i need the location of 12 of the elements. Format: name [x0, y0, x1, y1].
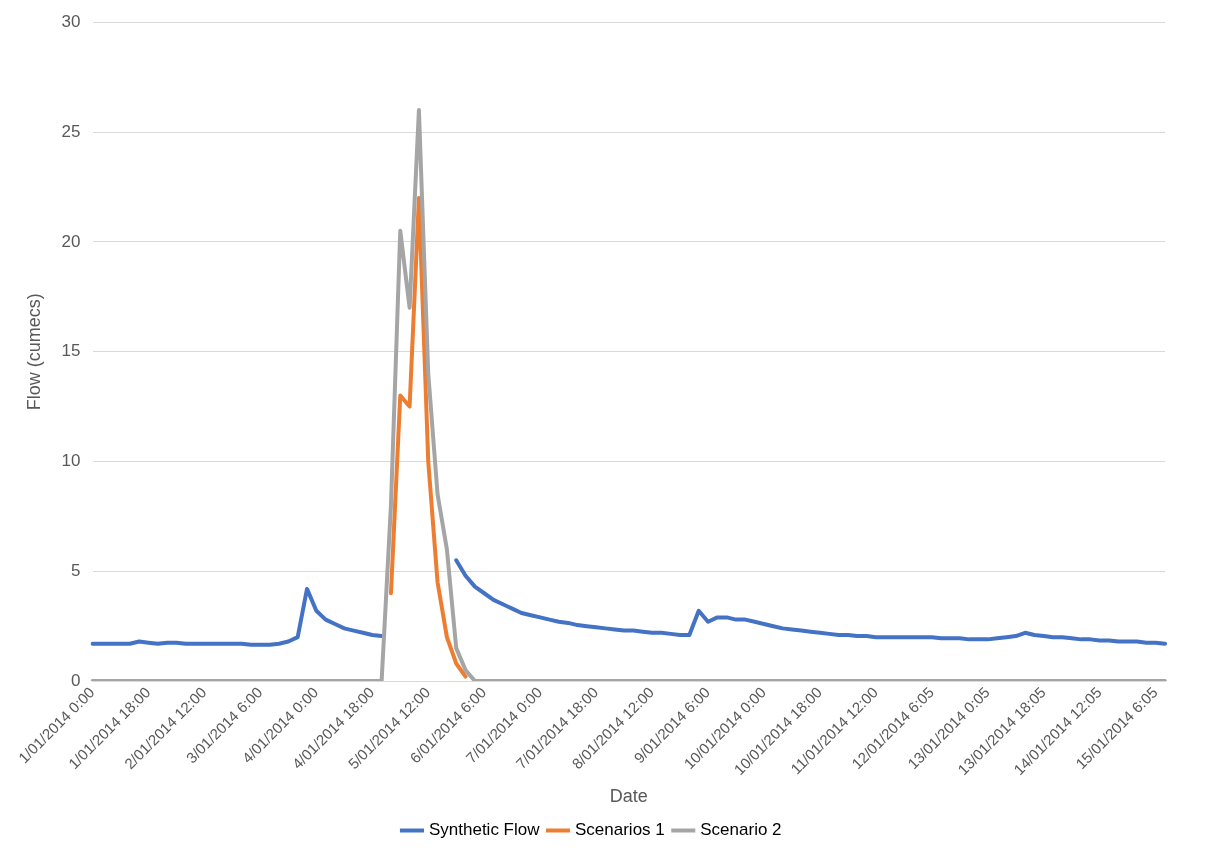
- y-tick-label: 30: [61, 11, 81, 31]
- y-axis-title: Flow (cumecs): [23, 293, 44, 411]
- legend-label: Scenario 2: [700, 820, 782, 840]
- x-axis-title: Date: [609, 786, 648, 807]
- y-tick-label: 15: [61, 341, 81, 361]
- legend-label: Synthetic Flow: [428, 820, 541, 840]
- y-tick-label: 20: [61, 231, 81, 251]
- y-tick-label: 5: [71, 560, 81, 580]
- y-tick-label: 10: [61, 451, 81, 471]
- legend-label: Scenarios 1: [575, 820, 665, 840]
- y-tick-label: 0: [71, 670, 81, 690]
- y-tick-label: 25: [61, 121, 81, 141]
